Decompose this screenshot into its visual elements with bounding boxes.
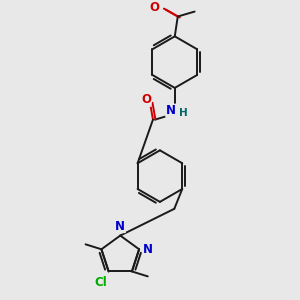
Text: N: N [143, 243, 153, 256]
Text: N: N [115, 220, 125, 232]
Text: N: N [166, 104, 176, 117]
Text: Cl: Cl [94, 276, 107, 290]
Text: H: H [179, 108, 188, 118]
Text: O: O [149, 1, 159, 14]
Text: O: O [141, 93, 151, 106]
